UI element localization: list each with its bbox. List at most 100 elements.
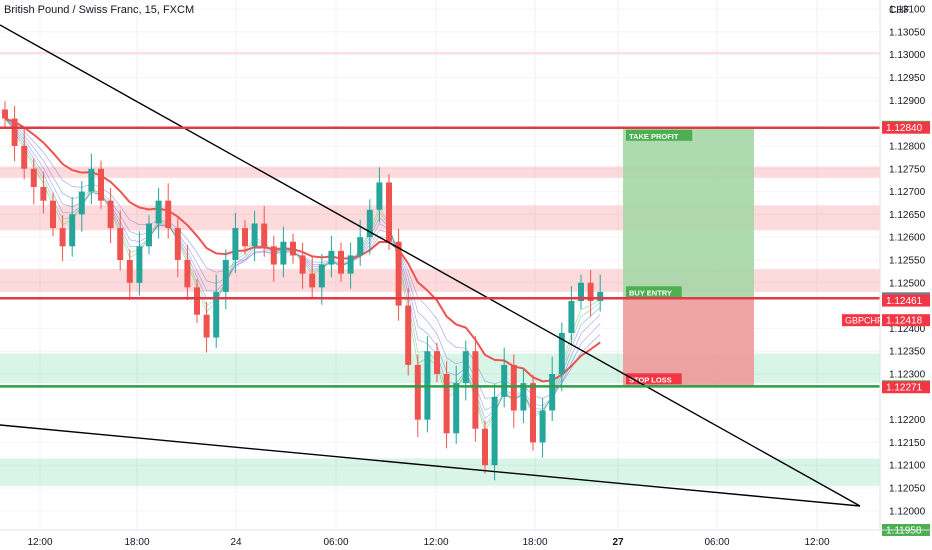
price-badge-bg — [882, 294, 930, 307]
candle-body — [386, 182, 392, 242]
take-profit-label-bg — [626, 129, 693, 141]
resistance-zone — [0, 166, 880, 178]
candle-body — [242, 228, 248, 247]
candle-body — [59, 228, 66, 247]
candle-body — [376, 182, 383, 210]
price-tick-label: 1.13000 — [889, 50, 926, 61]
time-tick-label: 12:00 — [423, 537, 448, 548]
candle-body — [165, 200, 172, 229]
candle-body — [453, 383, 460, 434]
price-badge: 1.12840 — [886, 123, 923, 134]
price-tick-label: 1.12300 — [889, 370, 926, 381]
currency-label: CHF — [889, 5, 910, 16]
price-tick-label: 1.12600 — [889, 233, 926, 244]
price-tick-label: 1.12750 — [889, 164, 926, 175]
candle-body — [347, 255, 354, 274]
candle-body — [222, 259, 229, 292]
candle-body — [549, 374, 556, 411]
candle-body — [434, 351, 440, 375]
horizontal-levels — [0, 126, 880, 388]
candle-body — [88, 168, 95, 192]
chart-title: British Pound / Swiss Franc, 15, FXCM — [4, 4, 195, 16]
time-tick-label: 12:00 — [27, 537, 52, 548]
candles — [2, 101, 604, 481]
candle-body — [539, 410, 546, 443]
candle-body — [338, 250, 344, 274]
candle-body — [117, 228, 124, 260]
price-tick-label: 1.12400 — [889, 324, 926, 335]
candle-body — [366, 209, 373, 238]
price-tick-label: 1.13100 — [889, 5, 926, 16]
candle-body — [318, 264, 325, 288]
candle-body — [50, 200, 56, 229]
symbol-badge-bg — [842, 314, 880, 327]
candle-body — [328, 250, 335, 265]
candle-body — [11, 118, 18, 146]
candle-body — [299, 255, 306, 274]
time-tick-label: 18:00 — [522, 537, 547, 548]
price-badge-bg — [882, 121, 930, 134]
candle-body — [280, 241, 287, 265]
time-tick-label: 12:00 — [804, 537, 829, 548]
candle-body — [270, 246, 277, 265]
price-tick-label: 1.12500 — [889, 278, 926, 289]
candle-body — [530, 383, 536, 443]
price-tick-label: 1.12100 — [889, 461, 926, 472]
candle-body — [491, 396, 498, 466]
candle-body — [395, 241, 402, 306]
time-tick-label: 24 — [230, 537, 242, 548]
take-profit-area — [623, 126, 754, 299]
candle-body — [184, 259, 191, 288]
candle-body — [194, 287, 200, 315]
price-tick-label: 1.12700 — [889, 187, 926, 198]
price-tick-label: 1.12950 — [889, 73, 926, 84]
candle-body — [261, 223, 268, 247]
price-axis: 1.13100 1.13050 1.13000 1.12950 1.12900 1.128… — [842, 0, 930, 537]
candle-body — [290, 241, 296, 256]
candle-body — [98, 168, 104, 201]
candle-body — [597, 291, 604, 302]
candle-body — [357, 237, 364, 256]
time-tick-label: 06:00 — [323, 537, 348, 548]
candle-body — [174, 228, 181, 260]
price-badge: 1.12461 — [886, 296, 923, 307]
price-tick-label: 1.12800 — [889, 141, 926, 152]
time-axis: 12:00 18:00 24 06:00 12:00 18:00 27 06:00 12:00 — [0, 529, 932, 548]
price-tick-label: 1.12350 — [889, 347, 926, 358]
time-tick-label: 27 — [612, 537, 624, 548]
price-badge-bg — [882, 381, 930, 394]
stop-loss-label-bg — [626, 373, 682, 385]
candle-body — [414, 364, 421, 420]
price-tick-label: 1.12050 — [889, 484, 926, 495]
candle-body — [501, 364, 508, 397]
candle-body — [558, 332, 565, 375]
candle-body — [213, 291, 220, 338]
trendline-lower — [0, 424, 861, 507]
candle-body — [155, 200, 162, 224]
buy-entry-label: BUY ENTRY — [629, 288, 672, 297]
price-tick-label: 1.13050 — [889, 27, 926, 38]
support-zone — [0, 458, 880, 486]
candle-body — [40, 187, 47, 201]
candle-body — [251, 223, 258, 247]
candle-body — [482, 428, 488, 466]
candle-body — [405, 305, 412, 365]
price-tick-label: 1.12200 — [889, 415, 926, 426]
candle-body — [232, 228, 239, 260]
time-tick-label: 18:00 — [124, 537, 149, 548]
stop-loss-area — [623, 298, 754, 387]
price-badge: 1.11958 — [886, 526, 922, 537]
price-tick-label: 1.12000 — [889, 506, 926, 517]
candle-body — [510, 364, 517, 411]
candle-body — [69, 214, 76, 247]
price-tick-label: 1.12550 — [889, 255, 926, 266]
candle-body — [2, 109, 8, 119]
symbol-badge: GBPCHF — [845, 316, 883, 326]
candle-body — [443, 374, 450, 434]
take-profit-label: TAKE PROFIT — [629, 132, 679, 141]
candle-body — [578, 282, 584, 302]
candle-body — [203, 314, 210, 338]
candle-body — [587, 282, 594, 302]
candle-body — [309, 273, 316, 288]
